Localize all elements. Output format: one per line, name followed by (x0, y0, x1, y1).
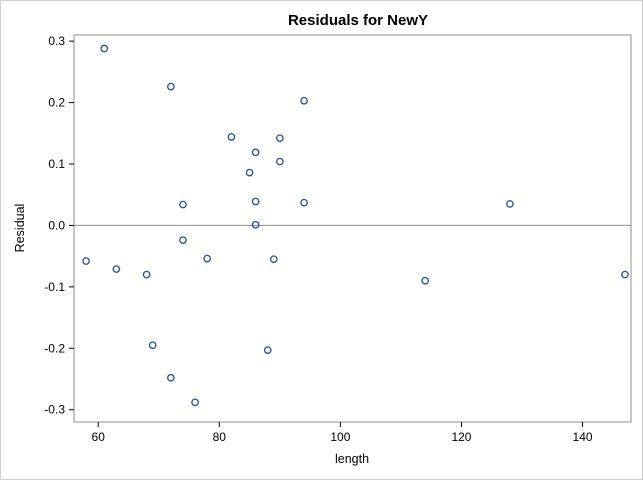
data-point (191, 398, 199, 407)
data-point (227, 133, 236, 141)
x-tick-label: 140 (573, 430, 593, 444)
chart-title: Residuals for NewY (288, 12, 428, 29)
x-tick-label: 120 (451, 430, 471, 444)
y-tick-label: 0.2 (48, 96, 65, 110)
data-point (112, 265, 121, 273)
data-point (251, 148, 260, 157)
y-axis-label: Residual (13, 204, 27, 253)
data-point (275, 157, 284, 166)
data-point (167, 373, 175, 382)
data-point (148, 341, 157, 350)
x-tick-label: 60 (92, 430, 106, 444)
y-tick-label: -0.3 (44, 403, 65, 417)
data-point (167, 82, 175, 91)
data-point (621, 270, 629, 279)
data-point (269, 255, 278, 264)
y-tick-label: 0.3 (48, 34, 65, 48)
data-point (82, 257, 90, 265)
data-point (245, 168, 254, 177)
data-point (100, 44, 109, 53)
y-tick-label: 0.0 (48, 218, 65, 232)
data-point (421, 276, 430, 285)
data-point (300, 96, 308, 105)
y-axis: 0.3 0.2 0.1 0.0 -0.1 -0.2 -0.3 (44, 34, 74, 417)
data-point (179, 200, 187, 209)
plot-area (73, 34, 632, 423)
data-point (506, 200, 514, 208)
data-point (251, 220, 260, 229)
x-axis-label: length (335, 452, 369, 466)
data-point (251, 197, 260, 206)
data-point (263, 346, 272, 354)
y-tick-label: 0.1 (48, 157, 65, 171)
data-point (203, 254, 212, 263)
y-tick-label: -0.2 (44, 341, 65, 355)
data-point (300, 198, 308, 207)
data-points (82, 44, 629, 407)
x-tick-label: 100 (330, 430, 350, 444)
data-point (275, 134, 284, 143)
data-point (179, 236, 187, 245)
y-tick-label: -0.1 (44, 280, 65, 294)
x-axis: 60 80 100 120 140 (92, 422, 593, 444)
data-point (142, 270, 151, 279)
x-tick-label: 80 (213, 430, 227, 444)
